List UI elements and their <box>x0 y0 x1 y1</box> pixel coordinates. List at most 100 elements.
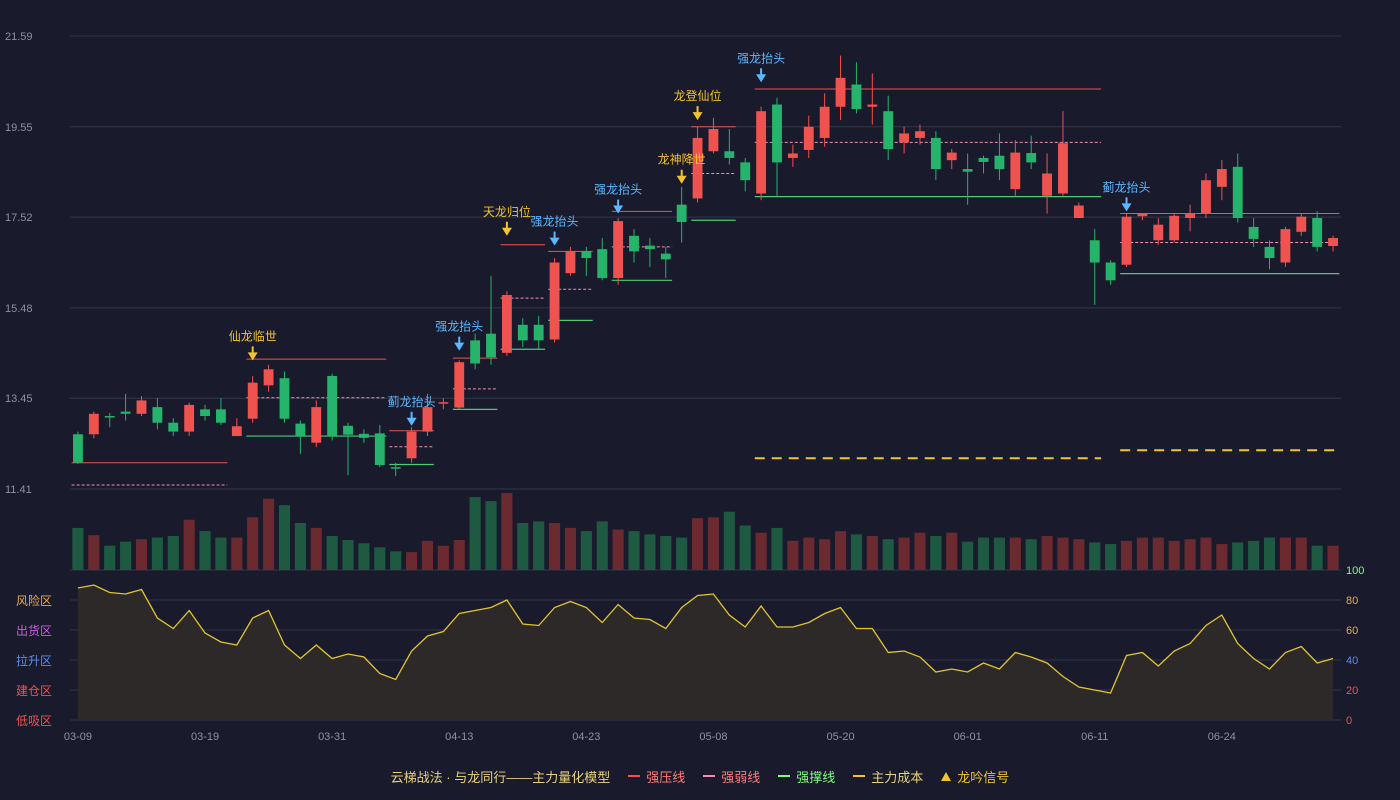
volume-bar <box>866 535 878 570</box>
candle-up <box>708 129 719 152</box>
candle-down <box>1232 166 1243 219</box>
legend-item: 云梯战法 · 与龙同行——主力量化模型 <box>391 767 611 786</box>
volume-bar <box>485 501 497 570</box>
candle-up <box>454 362 465 408</box>
volume-bar <box>342 540 354 570</box>
candle-down <box>517 324 528 341</box>
candle-up <box>787 153 798 158</box>
signal-label: 强龙抬头 <box>435 320 483 334</box>
volume-bar <box>1168 540 1180 570</box>
signal-label: 仙龙临世 <box>229 329 277 343</box>
indicator-tick-label: 40 <box>1346 655 1358 667</box>
volume-bar <box>374 547 386 570</box>
candle-up <box>1073 205 1084 219</box>
volume-bar <box>263 498 275 570</box>
candle-up <box>438 402 449 404</box>
x-tick-label: 06-01 <box>954 731 982 743</box>
signal-arrow-icon <box>756 74 767 83</box>
volume-bar <box>1089 542 1101 570</box>
signal-label: 龙神降世 <box>658 153 706 167</box>
volume-bar <box>787 540 799 570</box>
candle-down <box>930 137 941 170</box>
volume-bar <box>437 545 449 570</box>
candle-up <box>311 407 322 443</box>
candle-down <box>390 467 401 469</box>
chart-legend: 云梯战法 · 与龙同行——主力量化模型 强压线 强弱线 强撑线 主力成本 龙吟信号 <box>0 766 1400 786</box>
signal-arrow-icon <box>501 227 512 236</box>
candle-up <box>899 133 910 143</box>
candle-down <box>295 423 306 437</box>
candle-up <box>1058 143 1068 194</box>
signal-arrow-icon <box>406 417 417 426</box>
zone-label: 风险区 <box>16 593 52 608</box>
candle-up <box>247 382 258 419</box>
candle-down <box>676 204 687 223</box>
volume-bar <box>104 545 116 570</box>
candle-down <box>1105 262 1116 281</box>
volume-bar <box>421 540 434 570</box>
volume-bar <box>771 527 783 570</box>
indicator-line <box>77 584 1334 694</box>
volume-bar <box>247 517 259 570</box>
volume-bar <box>993 537 1005 570</box>
volume-bar <box>310 527 322 570</box>
volume-bar <box>469 497 481 570</box>
volume-bar <box>453 540 465 570</box>
candle-down <box>200 409 210 417</box>
price-tick-label: 21.59 <box>5 31 33 43</box>
volume-bar <box>1152 537 1164 570</box>
price-tick-label: 17.52 <box>5 212 33 224</box>
volume-bar <box>358 543 370 570</box>
candle-up <box>1280 229 1291 263</box>
zone-label: 低吸区 <box>16 714 52 728</box>
candle-down <box>327 375 338 437</box>
volume-bar <box>755 532 767 570</box>
volume-bar <box>946 532 958 570</box>
candle-down <box>660 253 671 260</box>
volume-bar <box>914 532 926 570</box>
signal-label: 天龙归位 <box>483 204 531 219</box>
legend-item: 强弱线 <box>703 767 760 786</box>
legend-item: 强压线 <box>628 767 685 786</box>
x-tick-label: 05-08 <box>699 731 727 743</box>
price-tick-label: 15.48 <box>5 303 33 315</box>
volume-bar <box>120 541 132 570</box>
candle-up <box>1201 180 1211 214</box>
indicator-tick-label: 80 <box>1346 595 1358 607</box>
volume-bar <box>596 521 608 570</box>
volume-bar <box>834 531 847 570</box>
candle-up <box>88 413 99 435</box>
volume-bar <box>199 531 211 570</box>
candle-down <box>486 333 496 358</box>
legend-item: 主力成本 <box>853 767 923 786</box>
x-tick-label: 03-31 <box>318 731 346 743</box>
candle-down <box>358 433 369 438</box>
volume-bar <box>628 531 640 570</box>
legend-dash-swatch <box>853 775 866 777</box>
volume-bar <box>1025 539 1037 570</box>
candle-up <box>756 111 767 194</box>
volume-bar <box>660 535 672 570</box>
price-tick-label: 11.41 <box>5 484 32 496</box>
legend-line-swatch <box>778 775 791 777</box>
zone-label: 出货区 <box>16 623 52 638</box>
indicator-area <box>77 585 1334 720</box>
candle-down <box>772 104 782 163</box>
candle-up <box>1042 173 1053 196</box>
volume-bar <box>882 539 894 570</box>
x-tick-label: 06-24 <box>1208 731 1236 743</box>
volume-bar <box>739 525 751 570</box>
volume-bar <box>231 537 243 570</box>
candle-down <box>978 157 989 162</box>
candle-down <box>73 434 83 463</box>
volume-bar <box>644 534 656 570</box>
candle-down <box>724 151 735 158</box>
candle-up <box>1185 213 1195 219</box>
volume-bar <box>723 511 735 570</box>
volume-bar <box>1120 540 1133 570</box>
zone-label: 建仓区 <box>16 684 52 698</box>
signal-label: 强龙抬头 <box>594 183 642 197</box>
price-tick-label: 13.45 <box>5 393 33 405</box>
legend-label: 强弱线 <box>721 769 761 785</box>
candle-up <box>501 294 512 353</box>
